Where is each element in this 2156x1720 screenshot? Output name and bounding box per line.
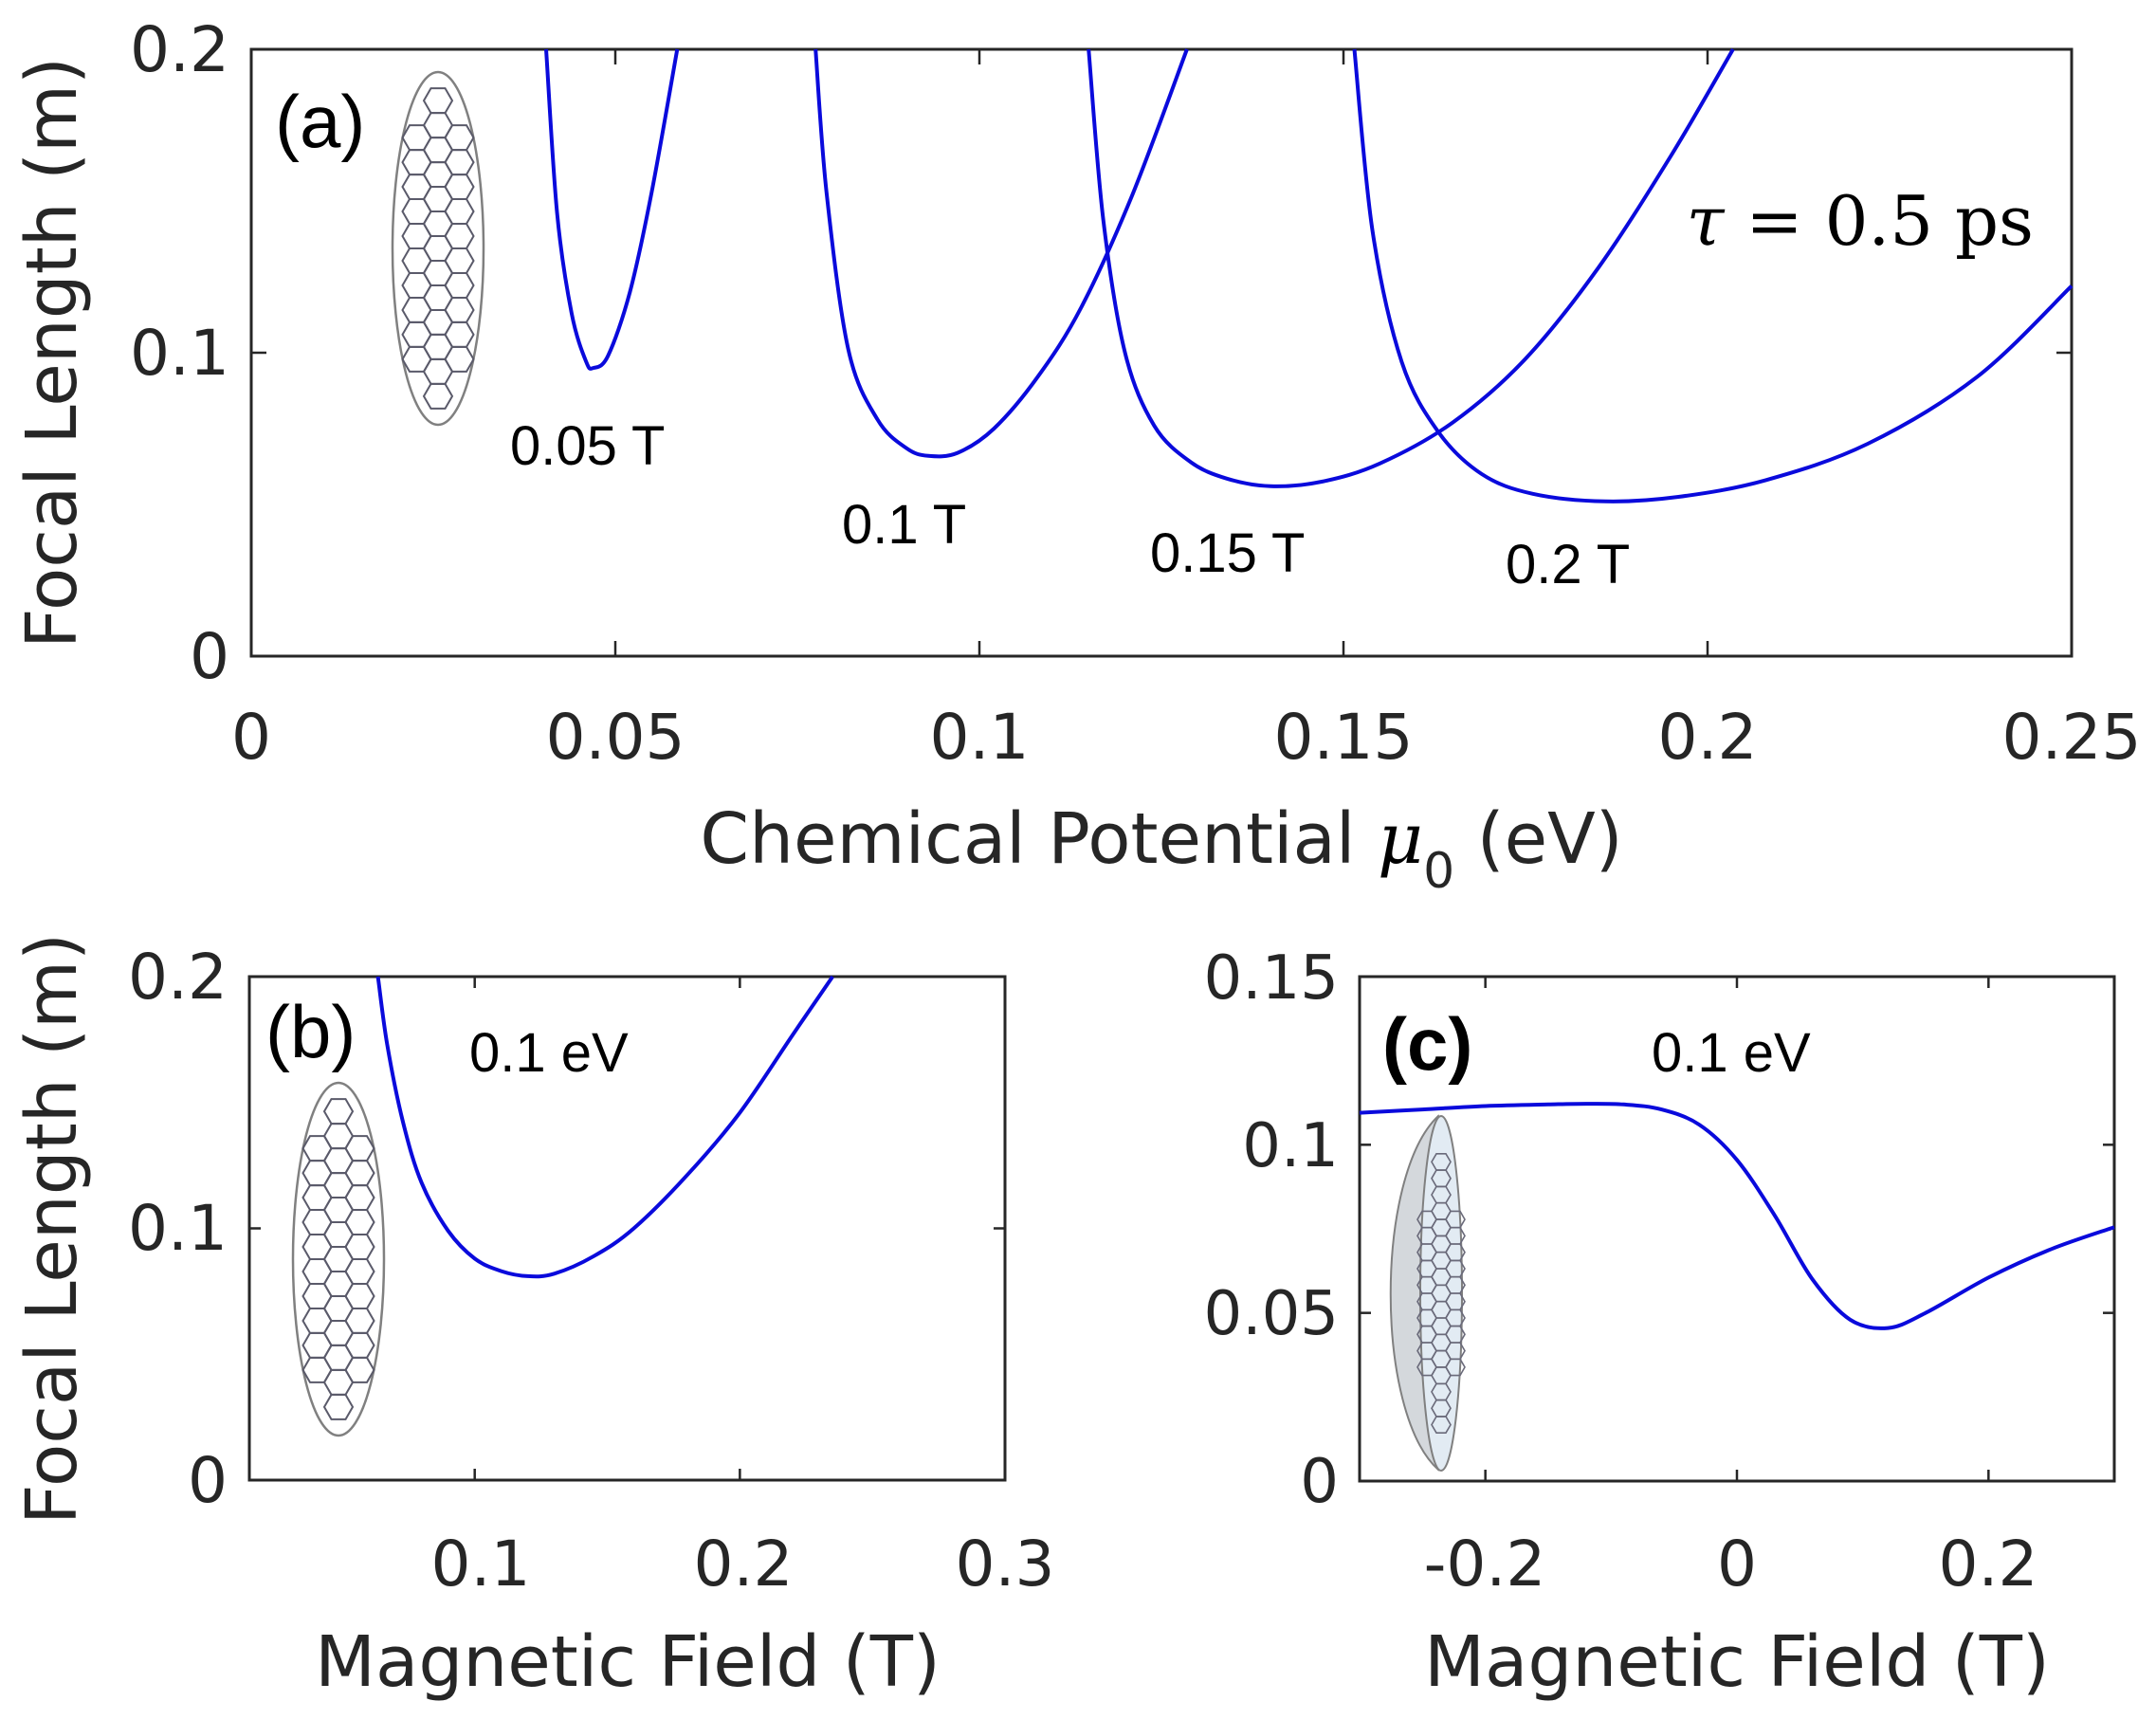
series-line-0.1-ev [1359,1102,2115,1330]
series-label: 0.1 T [842,494,966,556]
y-axis-label-b: Focal Length (m) [11,933,93,1525]
y-tick-label: 0.2 [130,13,229,86]
series-group-a [544,47,2074,503]
ticks-b [249,975,1007,1482]
y-tick-label: 0.1 [128,1192,228,1265]
ticks-c [1360,975,2114,1483]
series-label: 0.2 T [1506,534,1630,595]
series-group-c [1359,1102,2115,1330]
panel-c: -0.2 0 0.2 0 0.05 0.1 0.15 Magnetic Fiel… [1204,943,2116,1703]
series-label: 0.05 T [510,415,665,477]
x-tick-label: 0.1 [930,701,1030,774]
x-tick-label: 0.2 [1939,1528,2038,1601]
panel-label-b: (b) [265,990,356,1073]
lens-side-view-icon [1389,1114,1466,1472]
y-tick-label: 0 [188,1444,228,1517]
y-axis-label-a: Focal Length (m) [11,57,93,649]
panel-a: 0 0.05 0.1 0.15 0.2 0.25 0 0.1 0.2 Chemi… [11,13,2141,900]
series-line-0.15-t [1087,47,1735,488]
y-tick-label: 0.1 [1242,1111,1339,1181]
x-tick-label: 0.05 [546,701,685,774]
series-line-0.2-t [1352,48,2074,503]
x-tick-label: 0.15 [1274,701,1414,774]
ticks-a [249,47,2074,658]
series-label: 0.1 eV [1652,1022,1811,1084]
graphene-cell [444,345,475,373]
tau-annotation: τ = 0.5 ps [1687,181,2034,261]
panel-label-a: (a) [275,80,365,163]
x-tick-label: -0.2 [1424,1528,1546,1601]
x-axis-label-a: Chemical Potential μ0 (eV) [700,798,1622,900]
series-line-0.1-ev [375,975,834,1279]
x-tick-label: 0 [1717,1528,1757,1601]
y-tick-label: 0.15 [1204,943,1340,1014]
x-tick-label: 0.2 [1658,701,1758,774]
series-line-0.1-t [813,48,1189,459]
plot-area-c [1358,975,2116,1483]
x-axis-label-b: Magnetic Field (T) [315,1621,941,1703]
series-label: 0.15 T [1150,522,1305,584]
y-tick-label: 0.05 [1204,1279,1340,1349]
x-tick-label: 0.3 [956,1528,1055,1601]
graphene-cell [422,382,454,410]
panel-b: 0.1 0.2 0.3 0 0.1 0.2 Magnetic Field (T)… [11,933,1054,1703]
y-tick-label: 0.1 [130,317,229,390]
graphene-cell [1431,1416,1452,1434]
graphene-cell [322,1393,355,1420]
x-tick-label: 0 [231,701,271,774]
panel-label-c: (c) [1382,1002,1472,1086]
graphene-cell [344,1356,375,1383]
series-line-0.05-t [544,48,680,371]
x-tick-label: 0.1 [431,1528,531,1601]
y-tick-label: 0.2 [128,941,228,1014]
series-group-b [375,975,834,1279]
graphene-lens-icon [391,70,485,427]
x-tick-label: 0.2 [694,1528,794,1601]
graphene-cell [1445,1358,1466,1377]
graphene-lens-icon [291,1081,386,1437]
y-tick-label: 0 [1300,1447,1339,1517]
plot-area-a [249,47,2074,658]
x-tick-label: 0.25 [2002,701,2142,774]
x-axis-label-c: Magnetic Field (T) [1424,1621,2050,1703]
series-label: 0.1 eV [469,1022,629,1084]
y-tick-label: 0 [190,620,229,693]
